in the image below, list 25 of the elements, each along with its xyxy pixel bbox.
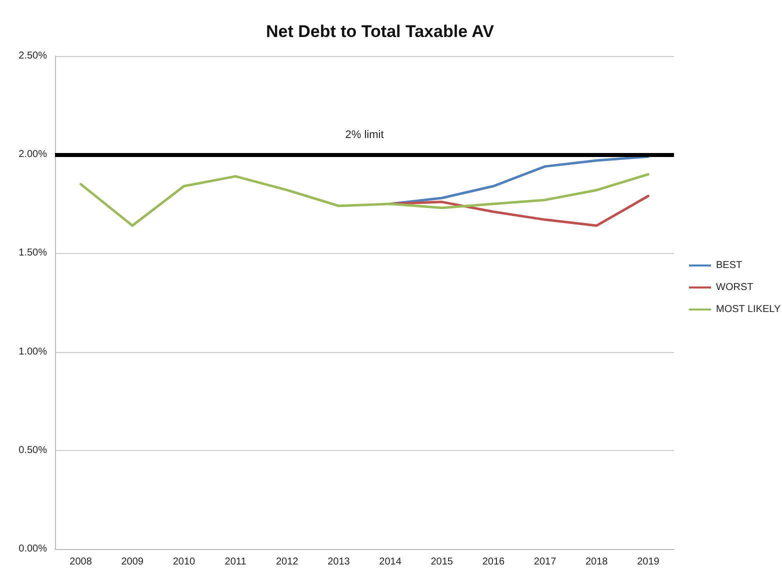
x-tick-label: 2019 <box>637 556 660 568</box>
legend-label: MOST LIKELY <box>716 304 781 315</box>
line-series <box>389 194 650 227</box>
y-tick-label: 1.50% <box>18 248 48 259</box>
x-tick-label: 2012 <box>276 556 299 568</box>
x-tick-label: 2015 <box>430 556 454 568</box>
legend-label: WORST <box>716 282 754 293</box>
x-tick-label: 2017 <box>534 556 557 568</box>
x-tick-label: 2010 <box>172 556 196 568</box>
y-tick-label: 0.50% <box>18 444 48 456</box>
x-tick-label: 2011 <box>224 556 247 568</box>
y-tick-label: 2.50% <box>18 50 48 62</box>
y-tick-label: 1.00% <box>18 346 48 358</box>
y-tick-label: 2.00% <box>18 149 48 160</box>
x-tick-label: 2014 <box>379 556 402 568</box>
line-series <box>80 173 650 227</box>
x-tick-label: 2009 <box>121 556 144 568</box>
x-tick-label: 2018 <box>586 556 608 568</box>
ref-line-label: 2% limit <box>345 129 384 142</box>
chart-title: Net Debt to Total Taxable AV <box>266 22 495 41</box>
x-tick-label: 2008 <box>70 556 92 568</box>
legend-label: BEST <box>716 260 742 271</box>
y-tick-label: 0.00% <box>18 544 48 554</box>
x-tick-label: 2016 <box>482 556 506 568</box>
x-tick-label: 2013 <box>328 556 350 568</box>
